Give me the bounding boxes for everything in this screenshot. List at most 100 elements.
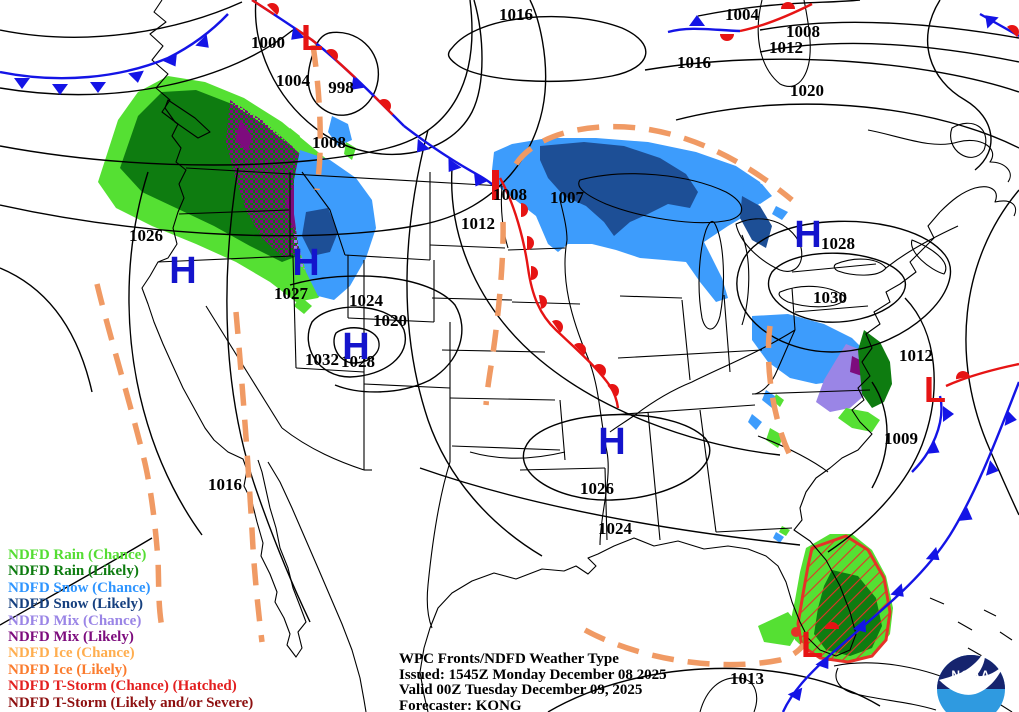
pressure-label-1007: 1007 (550, 188, 585, 207)
pressure-label-1028: 1028 (341, 352, 375, 371)
trough-nevada (233, 311, 265, 643)
pressure-label-1004: 1004 (725, 5, 760, 24)
cold-front-pacific (0, 13, 229, 95)
snow-chance-spot (773, 532, 784, 543)
warm-front-midwest (492, 170, 622, 409)
st-lawrence (885, 225, 959, 269)
lake-huron (735, 218, 803, 272)
pressure-label-1008: 1008 (312, 133, 346, 152)
low-pressure-center: L (924, 369, 946, 410)
labrador-coast (867, 129, 1011, 183)
pressure-label-1012: 1012 (899, 346, 933, 365)
trough-california (94, 283, 165, 629)
state-borders (157, 171, 877, 629)
low-pressure-center: L (801, 624, 823, 665)
pressure-label-1016: 1016 (499, 5, 533, 24)
legend-item: NDFD T-Storm (Chance) (Hatched) (8, 678, 237, 695)
valid-time: Valid 00Z Tuesday December 09, 2025 (399, 682, 643, 699)
rain-chance-spot (294, 296, 312, 314)
us-canada-border (185, 167, 503, 187)
nova-scotia (911, 239, 947, 275)
legend-item: NDFD Mix (Chance) (8, 612, 142, 629)
pressure-label-1028: 1028 (821, 234, 855, 253)
low-pressure-center: L (301, 17, 323, 58)
warm-front-atlantic (945, 362, 1019, 388)
legend-item: NDFD Rain (Chance) (8, 547, 147, 563)
snow-chance-spot (742, 178, 772, 204)
high-pressure-center: H (598, 421, 625, 463)
pressure-label-1012: 1012 (461, 214, 495, 233)
pressure-label-1000: 1000 (251, 33, 285, 52)
lake-michigan (698, 221, 725, 330)
vancouver-island (164, 99, 211, 139)
pressure-label-998: 998 (328, 78, 354, 97)
legend-item: NDFD Snow (Likely) (8, 596, 144, 613)
legend-item: NDFD Rain (Likely) (8, 563, 139, 580)
newfoundland (950, 122, 987, 158)
trough-plains (483, 221, 506, 406)
hudson-james-bay (757, 0, 811, 87)
snow-likely-area (540, 142, 698, 236)
pressure-label-1008: 1008 (786, 22, 820, 41)
noaa-logo-text: NOAA (951, 668, 990, 682)
trough-lines (94, 44, 807, 668)
pressure-label-1012: 1012 (769, 38, 803, 57)
pressure-label-1030: 1030 (813, 288, 847, 307)
legend-item: NDFD Ice (Chance) (8, 645, 135, 662)
mix-likely-spot (236, 120, 252, 152)
stationary-front-corner (979, 9, 1019, 38)
tstorm-chance-hatched-area (796, 534, 892, 664)
pressure-label-1020: 1020 (373, 311, 407, 330)
high-pressure-center: H (342, 326, 369, 368)
legend-item: NDFD Ice (Likely) (8, 661, 128, 678)
snow-likely-area (302, 208, 338, 256)
stationary-front-canada (251, 0, 405, 127)
pressure-label-1008: 1008 (493, 185, 527, 204)
east-gulf-coast (419, 211, 941, 712)
legend-item: NDFD Snow (Chance) (8, 579, 151, 596)
pressure-label-1016: 1016 (208, 475, 242, 494)
snow-chance-spot (328, 116, 352, 146)
precip-pacific-northwest (98, 76, 376, 314)
pressure-label-1024: 1024 (349, 291, 384, 310)
pressure-label-1026: 1026 (580, 479, 614, 498)
pressure-label-1020: 1020 (790, 81, 824, 100)
pressure-label-1004: 1004 (276, 71, 311, 90)
pressure-label-1026: 1026 (129, 226, 163, 245)
trough-great-lakes (513, 123, 794, 203)
legend-item: NDFD T-Storm (Likely and/or Severe) (8, 694, 254, 711)
cuba-south (835, 667, 937, 711)
snow-likely-area (740, 196, 772, 248)
high-pressure-center: H (794, 214, 821, 256)
pacific-coast (141, 0, 307, 658)
cold-front-atlantic-low (911, 395, 954, 473)
rain-chance-area (758, 612, 801, 646)
tstorm-spot (791, 627, 801, 637)
high-pressure-center: H (292, 242, 319, 284)
legend-item: NDFD Mix (Likely) (8, 629, 134, 646)
pressure-label-1013: 1013 (730, 669, 764, 688)
snow-chance-spot (772, 206, 788, 220)
snow-chance-spot (748, 414, 762, 430)
cold-front-bahamas (781, 381, 1019, 712)
lake-superior (578, 173, 743, 224)
precip-florida (758, 526, 893, 664)
mexico-mainland-coast (267, 461, 367, 712)
pressure-label-1027: 1027 (274, 284, 309, 303)
noaa-logo: NOAA (937, 650, 1005, 712)
rain-chance-spot (773, 394, 784, 407)
pressure-label-1009: 1009 (884, 429, 918, 448)
rain-likely-area (858, 330, 892, 408)
issued-time: Issued: 1545Z Monday December 08 2025 (399, 666, 667, 683)
trough-gulf (583, 627, 807, 668)
yucatan (699, 677, 758, 712)
pressure-label-1024: 1024 (598, 519, 633, 538)
pressure-label-1032: 1032 (305, 350, 339, 369)
lake-erie (778, 285, 847, 308)
